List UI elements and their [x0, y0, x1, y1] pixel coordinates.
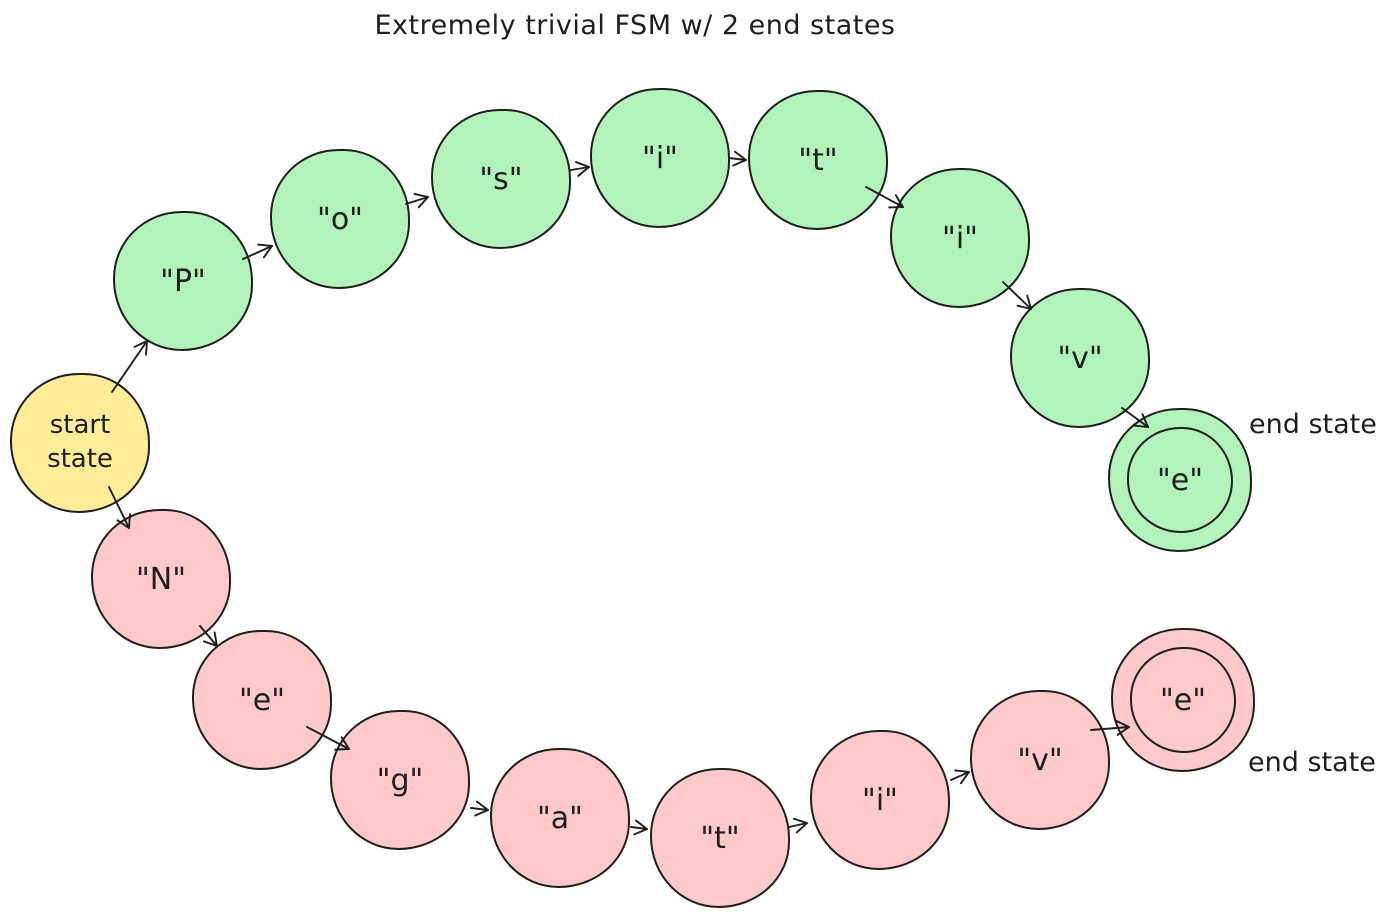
diagram-title: Extremely trivial FSM w/ 2 end states: [374, 10, 896, 41]
state-label: "N": [135, 561, 187, 597]
node-positive-i1: "i": [590, 88, 730, 228]
node-negative-e1: "e": [192, 630, 332, 770]
node-negative-v: "v": [970, 690, 1110, 830]
node-negative-i: "i": [810, 730, 950, 870]
node-negative-e-end-state: "e": [1111, 628, 1255, 772]
state-label: "v": [1017, 742, 1063, 778]
node-negative-t: "t": [650, 768, 790, 908]
state-label: "a": [537, 800, 583, 836]
state-label: "e": [1156, 462, 1204, 498]
end-state-label-positive: end state: [1249, 409, 1377, 440]
edge-negative-4-to-negative-5: [788, 817, 808, 834]
edge-positive-1-to-positive-2: [405, 193, 429, 209]
start-state-label: start state: [47, 410, 113, 474]
edge-positive-3-to-positive-4: [728, 150, 747, 167]
state-label: "P": [160, 263, 206, 299]
state-label: "i": [862, 782, 898, 818]
node-start-state: start state: [10, 373, 150, 513]
state-label: "i": [642, 140, 678, 176]
node-positive-s: "s": [431, 109, 571, 249]
state-label: "t": [798, 142, 838, 178]
node-positive-P: "P": [113, 211, 253, 351]
state-label: "t": [700, 820, 740, 856]
state-label: "e": [1159, 682, 1207, 718]
node-negative-N: "N": [91, 509, 231, 649]
node-positive-t: "t": [748, 90, 888, 230]
node-positive-i2: "i": [890, 168, 1030, 308]
state-label: "o": [317, 201, 363, 237]
edge-negative-2-to-negative-3: [470, 800, 489, 817]
end-state-label-negative: end state: [1248, 747, 1376, 778]
node-positive-o: "o": [270, 149, 410, 289]
edge-negative-3-to-negative-4: [630, 819, 648, 836]
state-label: "v": [1057, 340, 1103, 376]
state-label: "i": [942, 220, 978, 256]
node-negative-a: "a": [490, 748, 630, 888]
state-label: "g": [376, 762, 424, 798]
edge-negative-5-to-negative-6: [950, 769, 970, 785]
state-label: "e": [238, 682, 286, 718]
node-negative-g: "g": [330, 710, 470, 850]
node-positive-v: "v": [1010, 288, 1150, 428]
node-positive-e-end-state: "e": [1108, 408, 1252, 552]
edge-positive-2-to-positive-3: [570, 161, 590, 177]
state-label: "s": [479, 161, 523, 197]
